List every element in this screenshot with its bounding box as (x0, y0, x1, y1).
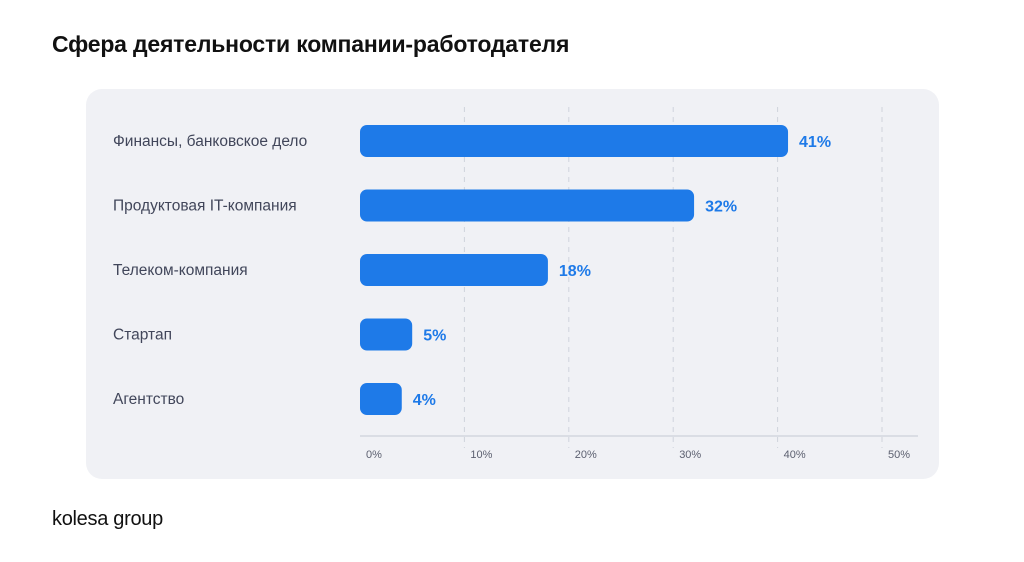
bar (360, 125, 789, 157)
x-tick-label: 20% (575, 449, 597, 461)
bar-chart: 0% 10% 20% 30% 40% 50% Финансы, банковское дел… (113, 107, 918, 461)
value-label: 18% (559, 263, 591, 280)
value-label: 5% (423, 328, 446, 345)
x-tick-label: 10% (470, 449, 492, 461)
category-label: Стартап (113, 327, 172, 344)
x-tick-label: 30% (679, 449, 701, 461)
brand-logo: kolesa group (52, 508, 163, 530)
category-label: Финансы, банковское дело (113, 133, 307, 150)
value-label: 41% (799, 134, 831, 151)
bar (360, 318, 413, 351)
x-tick-label: 0% (366, 449, 382, 461)
x-tick-label: 50% (888, 449, 910, 461)
category-label: Продуктовая IT-компания (113, 198, 297, 215)
value-label: 32% (705, 199, 737, 216)
x-tick-label: 40% (784, 449, 806, 461)
bar (360, 189, 695, 222)
bar (360, 254, 548, 286)
bar (360, 383, 402, 415)
category-label: Агентство (113, 391, 184, 408)
page-title: Сфера деятельности компании-работодателя (52, 31, 570, 57)
chart-card: 0% 10% 20% 30% 40% 50% Финансы, банковское дел… (86, 89, 939, 479)
category-label: Телеком-компания (113, 262, 248, 279)
value-label: 4% (413, 392, 436, 409)
